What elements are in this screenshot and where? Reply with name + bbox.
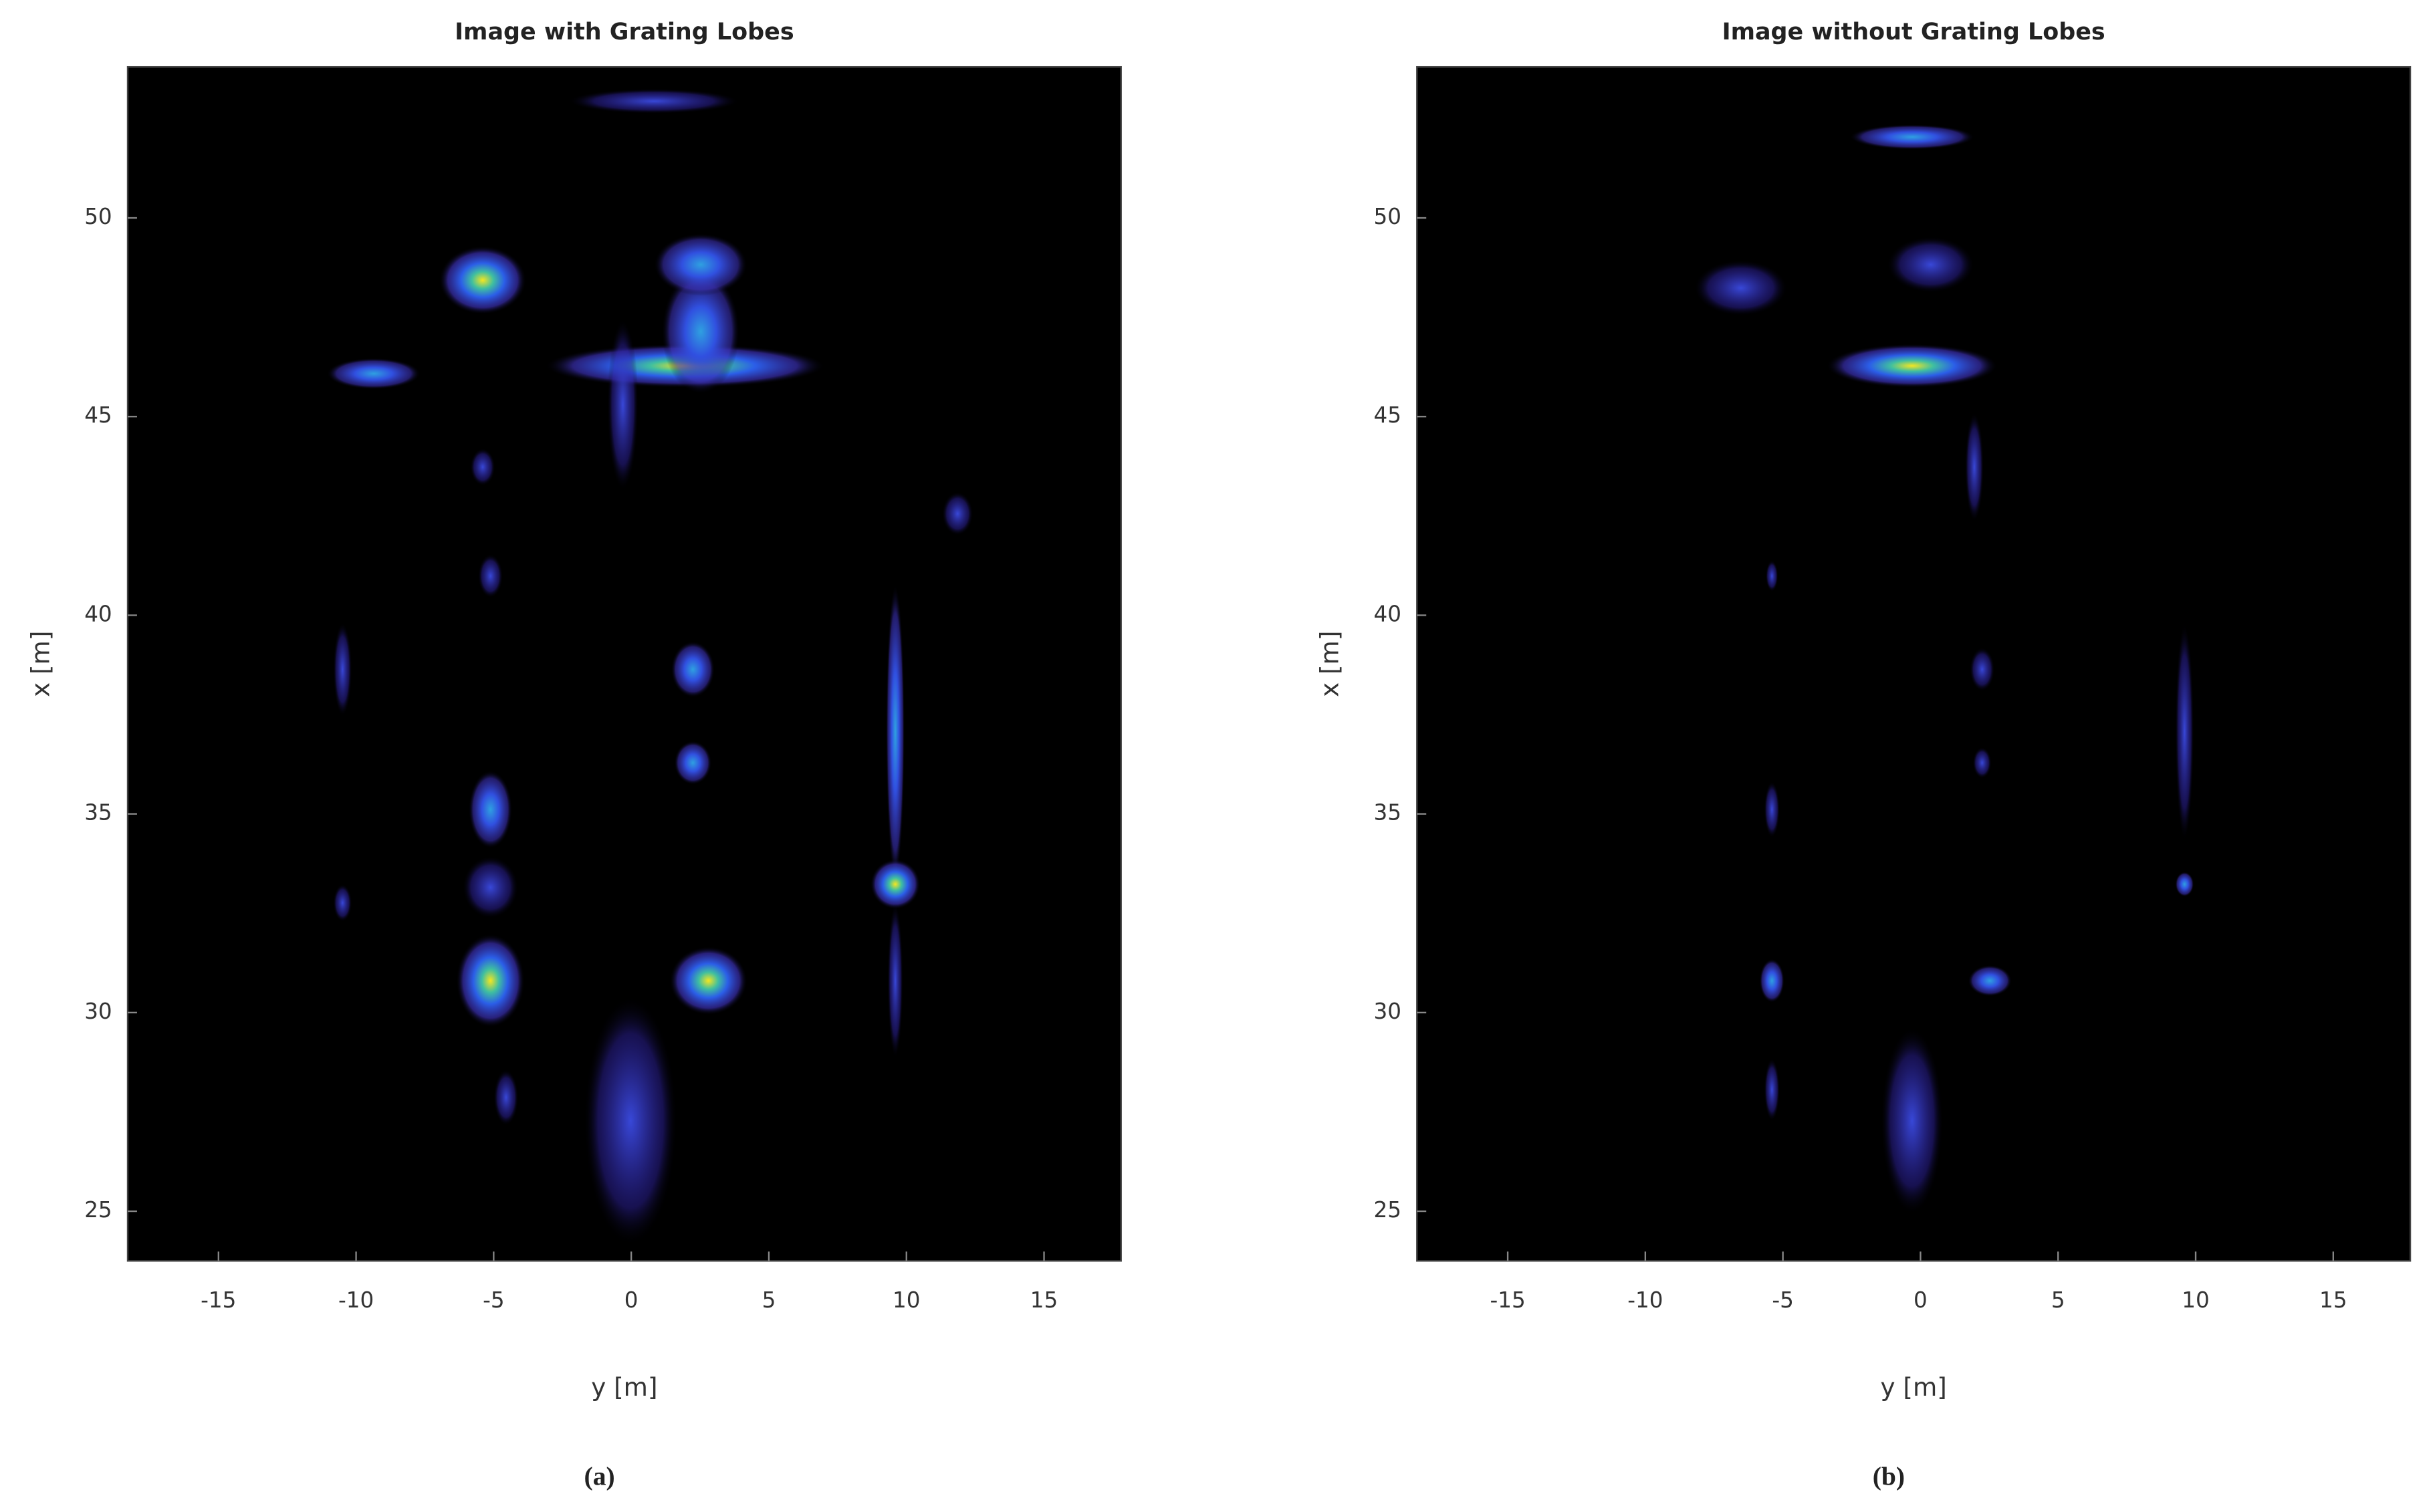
y-tick-label: 35 [84, 800, 112, 826]
intensity-blob [607, 319, 639, 491]
caption: (b) [1873, 1461, 1905, 1491]
x-tick-label: 5 [762, 1287, 776, 1313]
image-content [327, 88, 973, 1246]
x-tick-label: -5 [483, 1287, 505, 1313]
x-tick-label: -10 [1627, 1287, 1663, 1313]
y-tick-label: 50 [84, 204, 112, 229]
intensity-blob [470, 448, 495, 486]
intensity-blob [1968, 965, 2012, 997]
intensity-blob [439, 245, 527, 315]
intensity-blob [674, 741, 712, 785]
intensity-blob [493, 1069, 519, 1126]
x-axis-label: y [m] [591, 1372, 657, 1402]
y-tick-label: 45 [84, 402, 112, 428]
y-tick-label: 25 [1373, 1197, 1401, 1223]
y-tick-label: 30 [1373, 999, 1401, 1024]
intensity-blob [568, 88, 740, 114]
x-tick-label: -15 [1490, 1287, 1525, 1313]
x-tick-label: -10 [338, 1287, 374, 1313]
intensity-blob [333, 884, 352, 922]
intensity-blob [887, 902, 903, 1059]
intensity-blob [661, 269, 740, 394]
x-tick-label: 15 [2319, 1287, 2347, 1313]
intensity-blob [941, 491, 973, 536]
intensity-blob [477, 554, 503, 598]
intensity-blob [870, 859, 921, 910]
intensity-blob [1849, 124, 1974, 150]
x-tick-label: 15 [1030, 1287, 1058, 1313]
axes-box [126, 66, 1122, 1262]
y-axis-label: x [m] [25, 631, 55, 697]
x-tick-label: 10 [2182, 1287, 2209, 1313]
intensity-blob [1964, 412, 1984, 522]
y-tick-label: 25 [84, 1197, 112, 1223]
axes-box [1416, 66, 2412, 1262]
intensity-blob [333, 622, 352, 717]
intensity-blob [1826, 344, 1998, 388]
intensity-blob [1765, 560, 1778, 592]
intensity-blob [456, 934, 525, 1028]
caption: (a) [584, 1461, 615, 1491]
intensity-blob [669, 946, 747, 1015]
x-tick-label: 5 [2051, 1287, 2065, 1313]
x-tick-label: 10 [893, 1287, 920, 1313]
x-axis-label: y [m] [1881, 1372, 1947, 1402]
y-tick-label: 35 [1373, 800, 1401, 826]
intensity-blob [1972, 747, 1992, 779]
x-tick-label: 0 [624, 1287, 639, 1313]
y-tick-label: 30 [84, 999, 112, 1024]
chart-title: Image without Grating Lobes [1722, 19, 2105, 45]
intensity-blob [462, 856, 519, 919]
intensity-blob [654, 233, 747, 296]
x-tick-label: -15 [201, 1287, 236, 1313]
y-tick-label: 40 [1373, 601, 1401, 626]
intensity-blob [2175, 872, 2194, 897]
intensity-blob [468, 770, 513, 849]
y-tick-label: 45 [1373, 402, 1401, 428]
intensity-blob [584, 996, 678, 1246]
image-content [1694, 124, 2194, 1215]
intensity-blob [1764, 781, 1780, 838]
intensity-blob [1694, 259, 1788, 316]
intensity-blob [1969, 647, 1995, 692]
y-tick-label: 40 [84, 601, 112, 626]
intensity-blob [1881, 1027, 1944, 1215]
intensity-blob [1764, 1058, 1780, 1121]
intensity-blob [671, 641, 715, 698]
intensity-blob [1887, 236, 1974, 293]
y-axis-label: x [m] [1315, 631, 1345, 697]
y-tick-label: 50 [1373, 204, 1401, 229]
chart-title: Image with Grating Lobes [455, 19, 794, 45]
intensity-blob [886, 584, 905, 880]
intensity-blob [327, 358, 421, 390]
x-tick-label: 0 [1914, 1287, 1928, 1313]
x-tick-label: -5 [1772, 1287, 1794, 1313]
intensity-blob [1759, 959, 1784, 1003]
intensity-blob [2175, 622, 2194, 841]
